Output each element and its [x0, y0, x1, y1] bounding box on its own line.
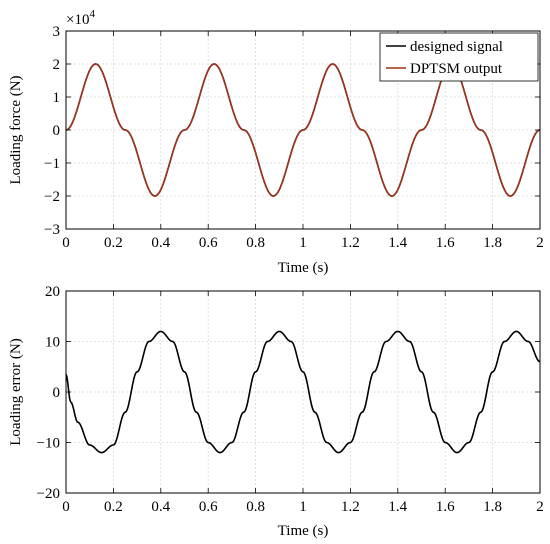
- y-axis-label-top: Loading force (N): [8, 75, 24, 184]
- y-tick-label: −3: [44, 222, 60, 238]
- x-tick-label: 1.6: [436, 499, 455, 515]
- x-tick-label: 2: [536, 499, 544, 515]
- x-tick-label: 1.2: [341, 235, 360, 251]
- loading-error-chart: 0 0.2 0.4 0.6 0.8 1 1.2 1.4 1.6 1.8 2 −20−1001020 …: [8, 284, 544, 539]
- x-tick-label: 0.6: [199, 235, 218, 251]
- x-tick-label: 1.2: [341, 499, 360, 515]
- y-tick-label: 0: [53, 123, 61, 139]
- x-tick-label: 1.6: [436, 235, 455, 251]
- x-tick-label: 1.4: [388, 499, 407, 515]
- x-tick-label: 1.8: [483, 235, 502, 251]
- x-tick-label: 0.8: [246, 499, 265, 515]
- x-tick-label: 0: [62, 235, 70, 251]
- x-axis-label-top: Time (s): [278, 260, 329, 276]
- x-tick-label: 0.8: [246, 235, 265, 251]
- y-multiplier-base: ×10: [66, 12, 89, 28]
- series-lines-bottom: [65, 330, 541, 454]
- x-tick-label: 0.6: [199, 499, 218, 515]
- legend-label-designed-signal: designed signal: [410, 39, 503, 55]
- y-tick-label: −2: [44, 189, 60, 205]
- y-tick-label: 1: [53, 90, 61, 106]
- series-line-1-0: [65, 330, 541, 454]
- x-tick-label: 1: [299, 499, 307, 515]
- y-axis-label-bottom: Loading error (N): [8, 338, 24, 445]
- y-tick-label: 0: [53, 385, 61, 401]
- y-multiplier-exponent: 4: [89, 8, 95, 20]
- y-tick-label: −20: [37, 486, 60, 502]
- y-tick-label: 20: [45, 284, 60, 300]
- x-tick-label: 0.4: [151, 499, 170, 515]
- x-tick-label: 1.4: [388, 235, 407, 251]
- x-axis-label-bottom: Time (s): [278, 523, 329, 539]
- x-tick-label: 1: [299, 235, 307, 251]
- y-ticks-top: −3 −2 −1 0 1 2 3: [44, 24, 540, 238]
- y-tick-label: −1: [44, 156, 60, 172]
- x-tick-label: 1.8: [483, 499, 502, 515]
- x-tick-label: 0: [62, 499, 70, 515]
- legend-label-dptsm-output: DPTSM output: [410, 61, 503, 77]
- loading-force-chart: 0 0.2 0.4 0.6 0.8 1 1.2 1.4 1.6 1.8 2 −3 −2 −1 0 1 2 3 T…: [8, 8, 544, 276]
- y-tick-label: 3: [53, 24, 61, 40]
- x-tick-label: 0.4: [151, 235, 170, 251]
- y-tick-label: 2: [53, 57, 61, 73]
- x-ticks-bottom: 0 0.2 0.4 0.6 0.8 1 1.2 1.4 1.6 1.8 2: [62, 291, 544, 515]
- y-tick-label: −10: [37, 436, 60, 452]
- x-tick-label: 2: [536, 235, 544, 251]
- legend-box: [379, 32, 539, 82]
- x-ticks-top: 0 0.2 0.4 0.6 0.8 1 1.2 1.4 1.6 1.8 2: [62, 31, 544, 251]
- y-tick-label: 10: [45, 335, 60, 351]
- x-tick-label: 0.2: [104, 235, 123, 251]
- y-multiplier: ×104: [66, 8, 95, 28]
- legend: designed signal DPTSM output: [379, 32, 539, 82]
- x-tick-label: 0.2: [104, 499, 123, 515]
- y-ticks-bottom: −20 −10 0 10 20: [37, 284, 540, 502]
